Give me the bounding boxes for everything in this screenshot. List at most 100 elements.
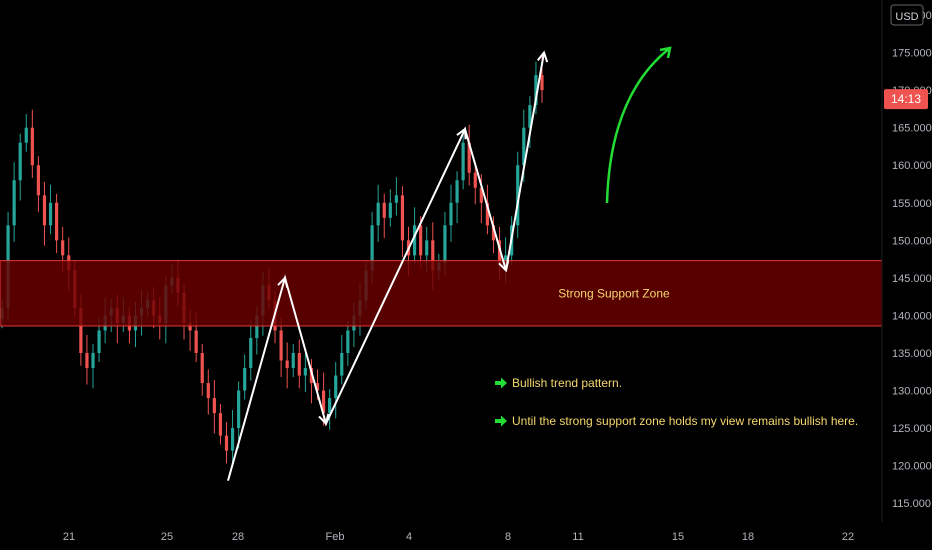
green-arrow-icon	[494, 414, 508, 428]
pattern-arrowheads	[277, 50, 549, 426]
candle-body	[443, 225, 447, 263]
time-axis[interactable]: 21 25 28 Feb 4 8 11 15 18 22	[63, 531, 854, 543]
candle-body	[376, 202, 380, 226]
candle-body	[212, 398, 216, 414]
candle-body	[382, 202, 386, 218]
note-text: Bullish trend pattern.	[512, 376, 623, 390]
time-tick-label: 15	[672, 531, 684, 543]
bullish-curve-arrow	[605, 47, 671, 204]
candle-body	[321, 390, 326, 414]
arrowhead	[498, 260, 510, 273]
candle-body	[194, 330, 198, 354]
candle-body	[328, 398, 332, 414]
candle-body	[425, 240, 429, 256]
candle-body	[61, 240, 65, 256]
candle-body	[315, 383, 320, 391]
candle-body	[36, 165, 41, 196]
candle-body	[249, 337, 253, 369]
price-axis[interactable]: 115.000 120.000 125.000 130.000 135.000 140.0…	[892, 10, 932, 510]
price-tick-label: 165.000	[892, 123, 932, 135]
candle-body	[243, 368, 247, 391]
price-tick-label: 120.000	[892, 461, 932, 473]
last-price-tag: 14:13	[884, 89, 928, 110]
time-tick-label: Feb	[326, 531, 345, 543]
candle-body	[18, 142, 22, 181]
time-tick-label: 4	[406, 531, 412, 543]
price-tick-label: 150.000	[892, 235, 932, 247]
candle-body	[218, 413, 223, 436]
candle-body	[419, 225, 423, 256]
candle-body	[230, 428, 235, 451]
price-tick-label: 140.000	[892, 310, 932, 322]
candle-body	[224, 435, 229, 451]
candle-body	[12, 180, 16, 226]
candle-body	[412, 225, 417, 256]
arrowhead	[318, 413, 330, 426]
last-price-label: 14:13	[891, 92, 921, 106]
candle-body	[431, 240, 435, 271]
candle-body	[30, 127, 34, 166]
candle-body	[188, 322, 192, 331]
candle-body	[370, 225, 374, 271]
arrowhead	[456, 127, 467, 140]
candle-body	[394, 195, 398, 203]
currency-label: USD	[895, 11, 918, 23]
candle-body	[479, 187, 483, 203]
candle-body	[473, 172, 477, 188]
support-zone	[0, 260, 883, 327]
candle-body	[79, 307, 83, 354]
time-tick-label: 21	[63, 531, 75, 543]
arrowhead	[536, 50, 549, 63]
green-arrow-icon	[494, 376, 508, 390]
time-tick-label: 22	[842, 531, 854, 543]
candle-body	[503, 255, 508, 263]
time-tick-label: 8	[505, 531, 511, 543]
price-tick-label: 145.000	[892, 273, 932, 285]
candle-body	[455, 180, 459, 203]
candle-body	[303, 368, 307, 376]
candle-body	[200, 353, 204, 384]
candle-body	[540, 75, 544, 91]
price-tick-label: 115.000	[892, 498, 931, 510]
zigzag-pattern-line	[227, 52, 545, 481]
price-tick-label: 155.000	[892, 198, 932, 210]
candle-body	[285, 360, 289, 369]
time-tick-label: 11	[572, 531, 583, 543]
candle-body	[97, 330, 101, 354]
support-zone-label: Strong Support Zone	[558, 286, 670, 300]
candle-body	[400, 195, 405, 241]
note-support-holds: Until the strong support zone holds my v…	[494, 414, 858, 428]
note-text: Until the strong support zone holds my v…	[512, 414, 859, 428]
candle-body	[534, 75, 538, 106]
arrowhead	[277, 275, 289, 288]
candle-body	[467, 142, 471, 173]
candle-body	[91, 353, 95, 369]
candle-body	[42, 195, 47, 226]
candle-body	[485, 202, 489, 226]
bullish-curve-arrowhead	[659, 46, 672, 59]
candle-body	[516, 165, 520, 226]
candle-body	[55, 202, 59, 241]
candle-body	[388, 202, 392, 218]
candle-body	[237, 390, 241, 429]
candle-body	[206, 383, 210, 399]
price-tick-label: 135.000	[892, 348, 932, 360]
candle-body	[255, 315, 259, 338]
candle-body	[85, 353, 89, 369]
candle-body	[528, 105, 532, 128]
candle-body	[279, 330, 283, 361]
candle-body	[334, 375, 338, 399]
time-tick-label: 28	[232, 531, 244, 543]
candle-body	[340, 353, 344, 376]
price-tick-label: 125.000	[892, 423, 932, 435]
candle-body	[491, 225, 496, 241]
candle-body	[346, 330, 350, 354]
candle-body	[48, 202, 53, 226]
currency-button[interactable]: USD	[890, 4, 924, 26]
time-tick-label: 18	[742, 531, 754, 543]
price-tick-label: 130.000	[892, 386, 932, 398]
candle-body	[461, 142, 465, 181]
note-bullish-trend: Bullish trend pattern.	[494, 376, 622, 390]
price-tick-label: 175.000	[892, 48, 932, 60]
